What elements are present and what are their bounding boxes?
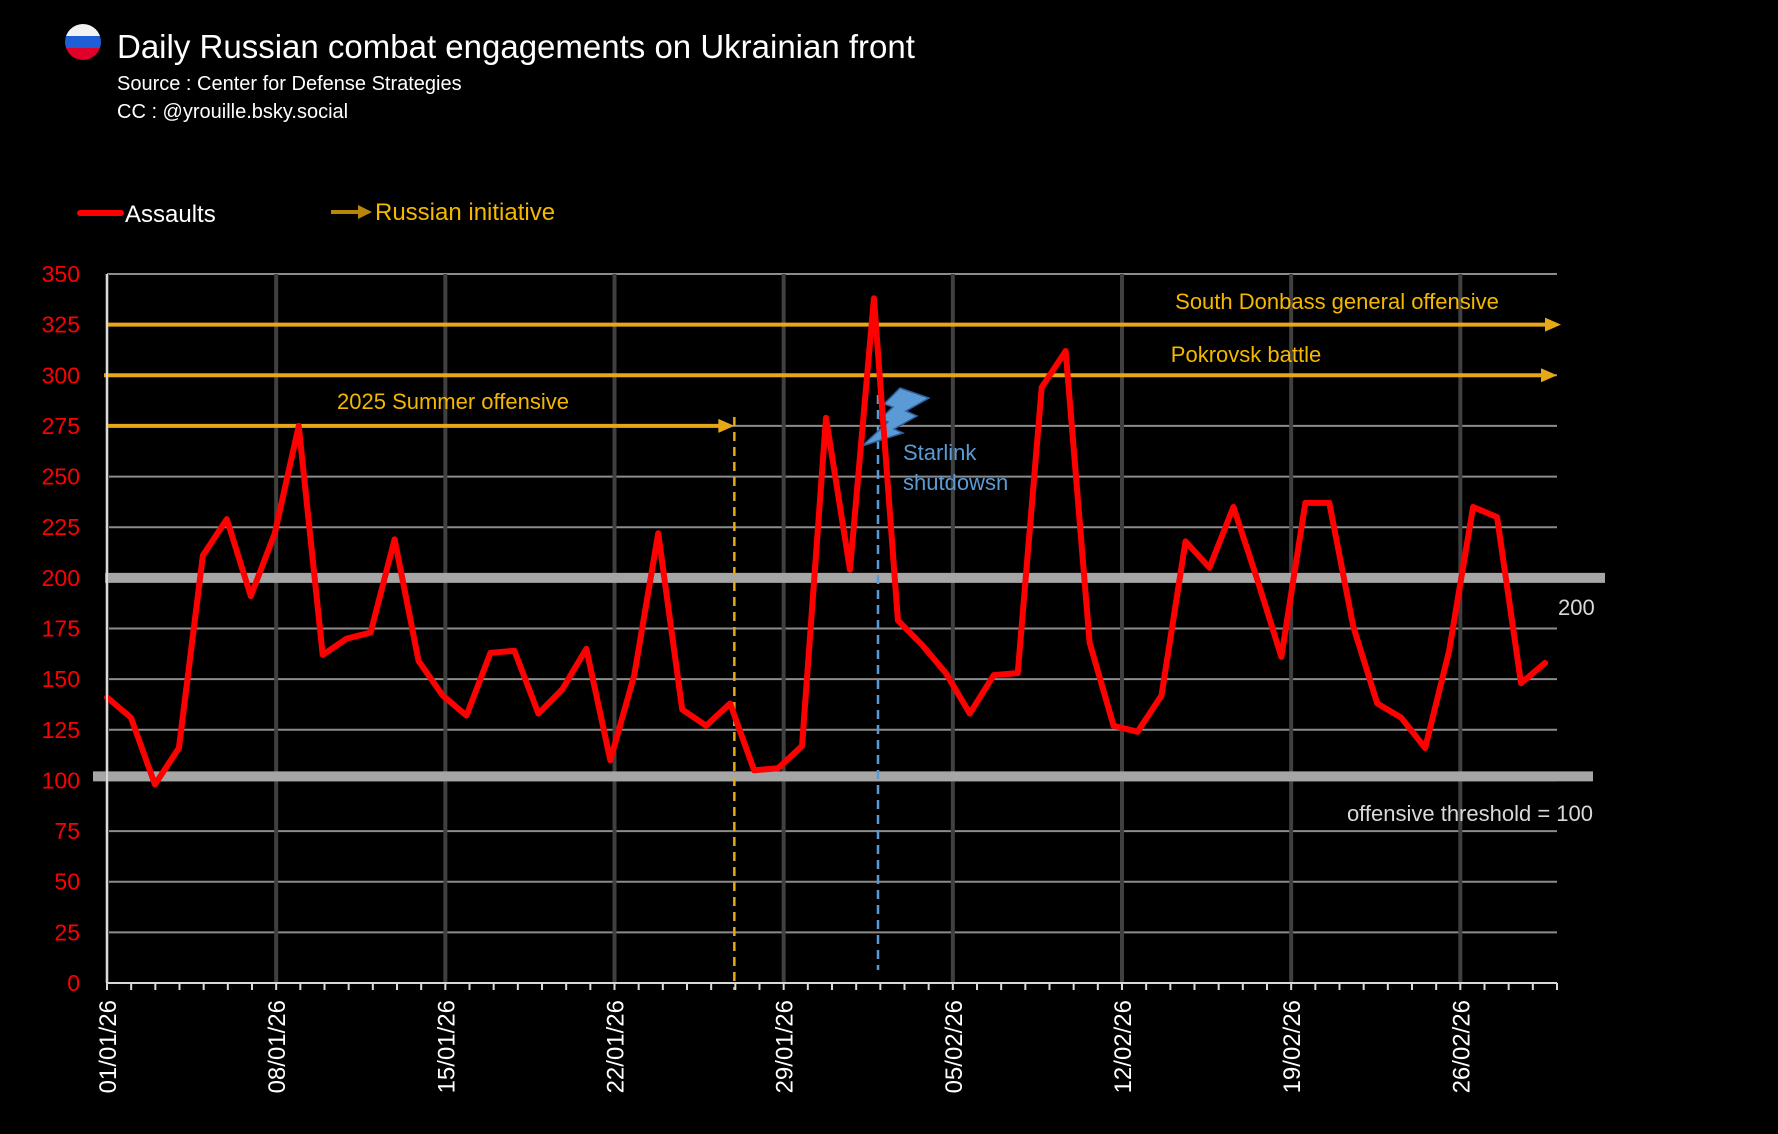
y-tick-label: 325 (42, 312, 80, 338)
threshold-200-label: 200 (1558, 595, 1595, 620)
y-tick-label: 250 (42, 464, 80, 490)
starlink-label-line2: shutdowsn (903, 470, 1008, 495)
x-tick-label: 12/02/26 (1110, 1000, 1137, 1093)
series (104, 295, 1548, 788)
x-tick-label: 19/02/26 (1279, 1000, 1306, 1093)
legend-assaults-label: Assaults (125, 201, 216, 228)
y-tick-label: 50 (54, 869, 80, 895)
x-tick-label: 29/01/26 (772, 1000, 799, 1093)
axes: 0 25 50 75 100 125 150 175 200 225 250 275 300 325 350… (42, 261, 1558, 1093)
legend-initiative-label: Russian initiative (375, 199, 555, 226)
chart-title: Daily Russian combat engagements on Ukra… (117, 28, 915, 65)
x-tick-label: 05/02/26 (941, 1000, 968, 1093)
y-tick-label: 225 (42, 514, 80, 540)
y-tick-label: 25 (54, 919, 80, 945)
chart-credit: CC : @yrouille.bsky.social (117, 101, 348, 123)
assaults-series-line (104, 295, 1548, 788)
south-donbass-label: South Donbass general offensive (1175, 289, 1499, 314)
y-tick-label: 150 (42, 666, 80, 692)
y-tick-label: 75 (54, 818, 80, 844)
lightning-bolt-icon (861, 387, 931, 447)
y-tick-label: 275 (42, 413, 80, 439)
x-tick-label: 26/02/26 (1448, 1000, 1475, 1093)
starlink-label-line1: Starlink (903, 440, 977, 465)
x-tick-label: 08/01/26 (264, 1000, 291, 1093)
chart-source: Source : Center for Defense Strategies (117, 73, 462, 95)
y-tick-label: 175 (42, 616, 80, 642)
south-donbass-arrowhead-icon (1545, 317, 1561, 332)
annotations: 200 offensive threshold = 100 South Donbas… (93, 289, 1605, 990)
x-tick-label: 22/01/26 (603, 1000, 630, 1093)
y-tick-label: 200 (42, 565, 80, 591)
y-tick-label: 125 (42, 717, 80, 743)
summer-offensive-arrowhead-icon (718, 418, 735, 433)
russia-flag-icon (65, 24, 101, 60)
pokrovsk-arrowhead-icon (1541, 368, 1557, 383)
legend-initiative-arrow-icon (331, 205, 372, 219)
y-tick-label: 100 (42, 767, 80, 793)
x-tick-label: 15/01/26 (433, 1000, 460, 1093)
y-tick-label: 0 (67, 970, 80, 996)
y-tick-label: 300 (42, 362, 80, 388)
grid (105, 273, 1557, 983)
threshold-100-label: offensive threshold = 100 (1347, 801, 1593, 826)
y-tick-label: 350 (42, 261, 80, 287)
pokrovsk-label: Pokrovsk battle (1171, 342, 1321, 367)
x-tick-label: 01/01/26 (95, 1000, 122, 1093)
summer-offensive-label: 2025 Summer offensive (337, 389, 569, 414)
